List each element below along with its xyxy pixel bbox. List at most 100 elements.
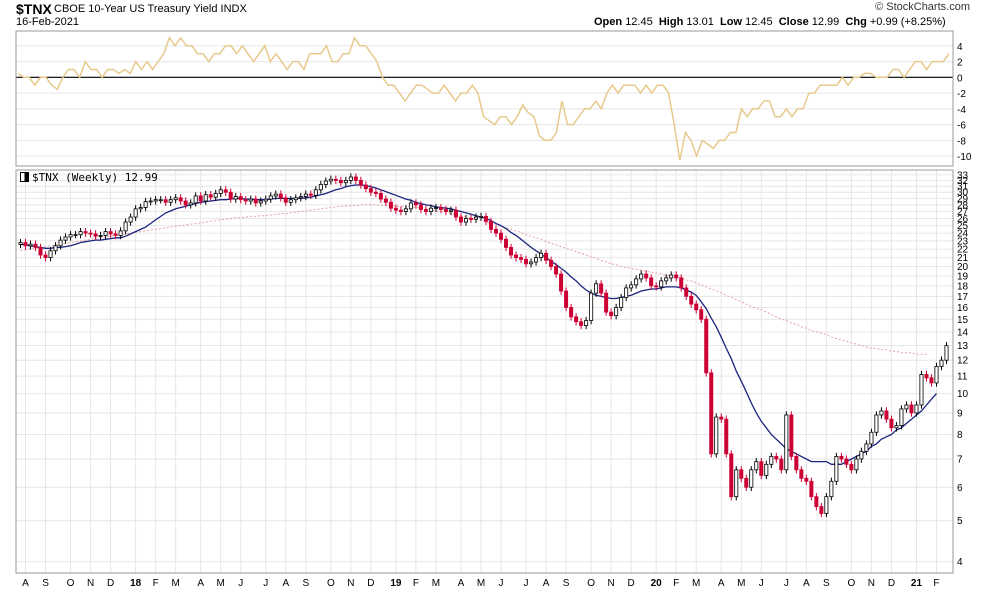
x-tick-label: M [217,578,225,589]
x-tick-label: A [543,578,550,589]
candle [323,177,328,189]
candle-body [739,469,744,479]
candle-body [799,469,804,479]
candle-body [784,414,789,471]
candle [363,181,368,193]
candle-body [654,285,659,288]
candle [178,194,183,205]
price-tick-label: 23 [957,236,969,247]
candle [524,255,529,268]
candle-body [288,199,293,203]
candle [293,194,298,204]
candle-body [398,209,403,212]
candle [884,407,889,423]
candle [919,370,924,409]
candle-body [704,318,709,374]
candle [433,203,438,212]
candle [609,308,614,320]
price-tick-label: 26 [957,214,969,225]
candle-body [198,195,203,202]
candle [814,493,819,511]
candle-body [143,201,148,208]
candle [228,188,233,203]
price-tick-label: 6 [957,483,963,494]
chart-symbol: $TNX [16,1,52,17]
candle [749,466,754,491]
candle [213,189,218,201]
candle [348,173,353,185]
candle [133,205,138,221]
candle [784,411,789,474]
candle-body [448,209,453,212]
x-tick-label: M [171,578,179,589]
price-tick-label: 17 [957,292,969,303]
candle-body [794,456,799,471]
candle [278,190,283,202]
candle-body [699,309,704,320]
price-tick-label: 10 [957,389,969,400]
candle [423,205,428,216]
candle-body [273,193,278,197]
candle-body [73,234,78,237]
candle [684,284,689,301]
candle-body [28,243,33,247]
candle-body [243,199,248,202]
candle [779,455,784,474]
candle-body [278,193,283,199]
candle-body [148,200,153,203]
x-tick-label: J [263,578,268,589]
candle-body [468,218,473,220]
candle [83,227,88,237]
candle [328,175,333,185]
x-axis: A S O N D 18 F M A M J J A S O N D 19 F M A M J J A S O N D 20 F M A M J J A… [22,578,939,589]
candle [43,251,48,262]
candle-body [689,295,694,305]
candle-body [734,469,739,498]
candle [874,411,879,436]
candle [539,249,544,262]
candle [939,356,944,371]
candle-body [549,259,554,267]
candle-body [509,247,514,256]
candle-body [609,311,614,317]
candle [554,262,559,278]
candle [644,270,649,282]
x-tick-label: D [107,578,114,589]
candle-body [629,284,634,289]
candle-body [929,377,934,384]
x-tick-label: O [587,578,595,589]
candle-body [233,196,238,200]
candle [809,477,814,501]
candle [238,192,243,204]
candle [544,249,549,264]
candle-body [203,194,208,202]
candle-body [388,201,393,209]
candle-body [383,198,388,203]
candle [829,477,834,501]
ohlc-readout: Open 12.45 High 13.01 Low 12.45 Close 12… [594,16,946,28]
candle [108,227,113,238]
price-tick-label: 15 [957,315,969,326]
candle-body [68,234,73,238]
x-tick-label: N [87,578,94,589]
candle-body [188,202,193,206]
candle-body [724,418,729,455]
candle [489,217,494,234]
x-tick-label: M [692,578,700,589]
price-tick-label: 19 [957,271,969,282]
x-tick-label: A [718,578,725,589]
candle [93,230,98,240]
candle-body [363,184,368,189]
candle-body [213,193,218,198]
candle-body [318,184,323,191]
price-tick-label: 25 [957,221,969,232]
candle [33,240,38,252]
x-tick-label: N [868,578,875,589]
candle-body [669,274,674,279]
indicator-layer [17,36,950,161]
candle-body [463,218,468,223]
candle [438,203,443,214]
candle [253,195,258,207]
candle [123,218,128,235]
candle [709,369,714,458]
